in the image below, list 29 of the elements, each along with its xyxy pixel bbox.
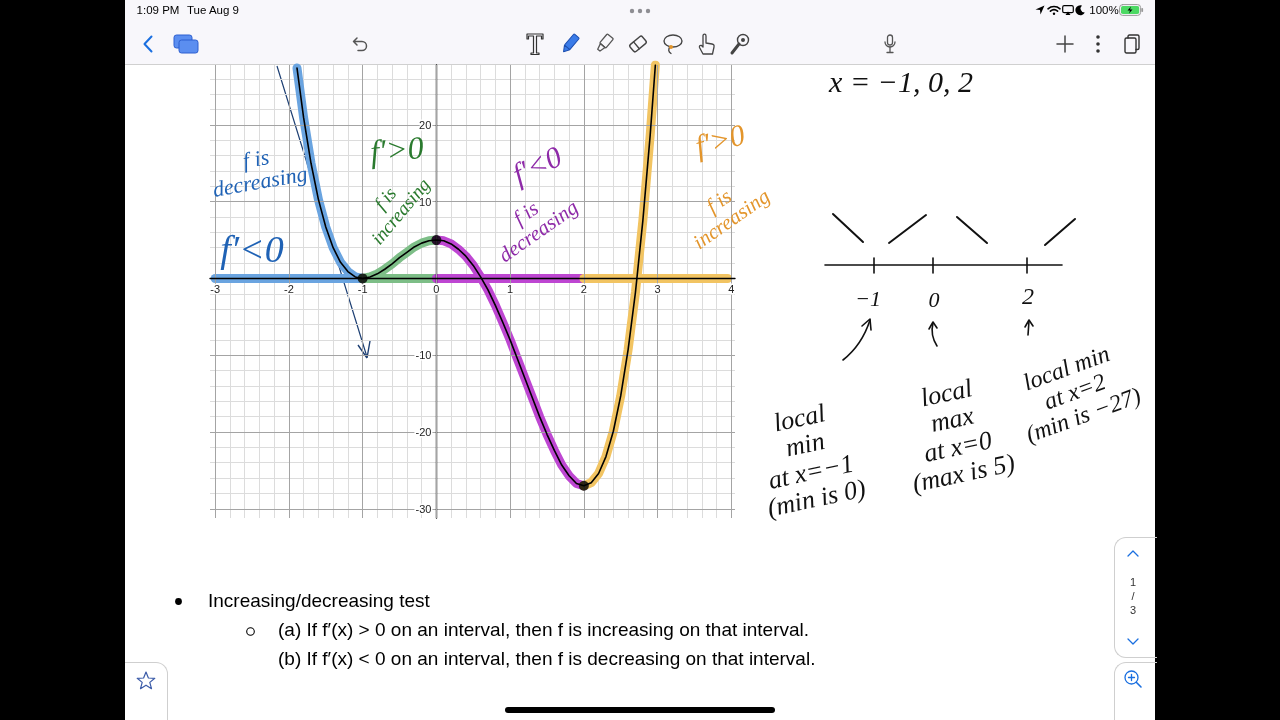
text: (a) If f′(x) > 0 on an interval, then f is increasing on that interval. bbox=[278, 619, 810, 641]
annotation: f is decreasing bbox=[209, 143, 310, 202]
text: Increasing/decreasing test bbox=[208, 590, 430, 612]
x-tick-label: 3 bbox=[654, 282, 661, 295]
annotation: f′<0 bbox=[220, 228, 284, 271]
x-tick-label: -2 bbox=[284, 282, 294, 295]
text: local max at x=0 (max is 5) bbox=[908, 372, 1018, 498]
text: Tue Aug 9 bbox=[186, 3, 240, 17]
y-tick-label: -20 bbox=[415, 426, 432, 439]
x-tick-label: 2 bbox=[580, 282, 587, 295]
y-tick-label: 20 bbox=[419, 118, 432, 131]
x-tick-label: -3 bbox=[210, 282, 221, 295]
x-tick-label: -1 bbox=[357, 282, 368, 295]
x-tick-label: 1 bbox=[507, 282, 514, 295]
annotation: f′>0 bbox=[368, 128, 426, 170]
text: local min at x=2 (min is −27) bbox=[1018, 339, 1145, 449]
annotation: f′<0 bbox=[507, 139, 567, 191]
text: 1 / 3 bbox=[1129, 576, 1137, 618]
text: 1:09 PM bbox=[136, 3, 180, 17]
text: 100% bbox=[1089, 3, 1119, 17]
y-tick-label: -30 bbox=[415, 502, 432, 515]
annotation: f′>0 bbox=[691, 117, 749, 163]
x-tick-label: 0 bbox=[433, 282, 440, 295]
y-tick-label: -10 bbox=[415, 349, 432, 362]
text: x = −1, 0, 2 bbox=[829, 65, 973, 99]
text: (b) If f′(x) < 0 on an interval, then f is decreasing on that interval. bbox=[278, 648, 816, 670]
text: local min at x=−1 (min is 0) bbox=[763, 397, 869, 523]
text: −1 bbox=[855, 286, 881, 312]
x-tick-label: 4 bbox=[728, 282, 735, 295]
